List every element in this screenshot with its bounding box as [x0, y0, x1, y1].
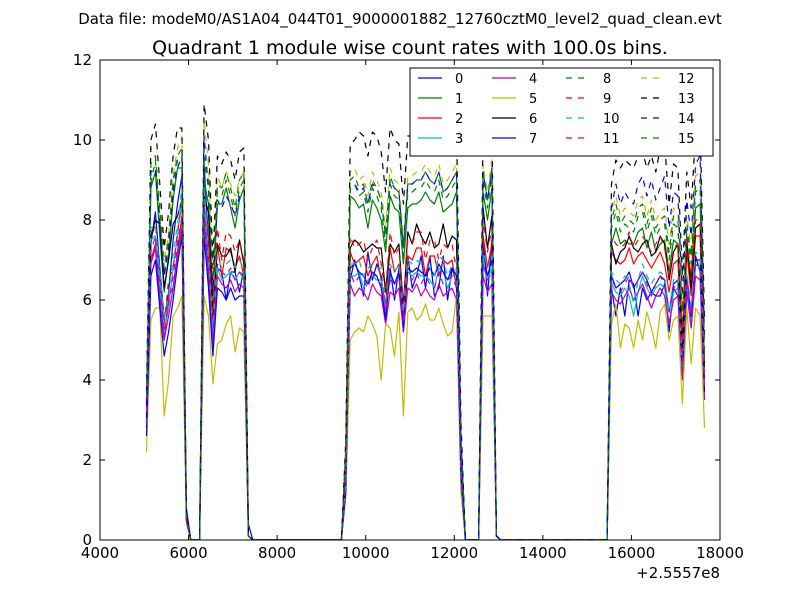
x-tick-label: 8000 — [258, 544, 296, 562]
x-tick-label: 14000 — [519, 544, 567, 562]
y-tick-label: 8 — [82, 211, 92, 229]
x-tick-label: 10000 — [342, 544, 390, 562]
legend-label-1: 1 — [455, 92, 463, 107]
series-layer — [145, 103, 706, 540]
x-tick-label: 6000 — [169, 544, 207, 562]
axis-layer: 4000 6000 8000 10000 12000 14000 16000 18000 0 2 4… — [73, 51, 744, 562]
legend-label-11: 11 — [603, 132, 620, 147]
legend-label-6: 6 — [529, 112, 537, 127]
series-line-14 — [145, 135, 706, 540]
legend-label-15: 15 — [678, 132, 695, 147]
legend-label-8: 8 — [603, 72, 611, 87]
legend-label-10: 10 — [603, 112, 620, 127]
y-tick-label: 4 — [82, 371, 92, 389]
figure-suptitle: Data file: modeM0/AS1A04_044T01_90000018… — [78, 10, 722, 29]
chart-title: Quadrant 1 module wise count rates with … — [152, 37, 668, 59]
x-tick-label: 18000 — [696, 544, 744, 562]
x-tick-label: 12000 — [430, 544, 478, 562]
legend-label-7: 7 — [529, 132, 537, 147]
legend-label-12: 12 — [678, 72, 695, 87]
y-tick-label: 2 — [82, 451, 92, 469]
legend-label-13: 13 — [678, 92, 695, 107]
legend-label-2: 2 — [455, 112, 463, 127]
x-tick-label: 4000 — [81, 544, 119, 562]
series-line-11 — [145, 207, 706, 540]
legend-label-4: 4 — [529, 72, 537, 87]
x-tick-label: 16000 — [608, 544, 656, 562]
legend-label-14: 14 — [678, 112, 695, 127]
series-line-15 — [145, 147, 706, 540]
legend-label-3: 3 — [455, 132, 463, 147]
series-line-10 — [145, 183, 706, 540]
y-tick-label: 10 — [73, 131, 92, 149]
x-offset-label: +2.5557e8 — [636, 564, 720, 582]
legend-box — [409, 67, 714, 157]
legend-label-0: 0 — [455, 72, 463, 87]
legend-label-5: 5 — [529, 92, 537, 107]
y-tick-label: 12 — [73, 51, 92, 69]
y-tick-label: 0 — [82, 531, 92, 549]
legend-label-9: 9 — [603, 92, 611, 107]
y-tick-label: 6 — [82, 291, 92, 309]
series-line-5 — [145, 295, 706, 540]
